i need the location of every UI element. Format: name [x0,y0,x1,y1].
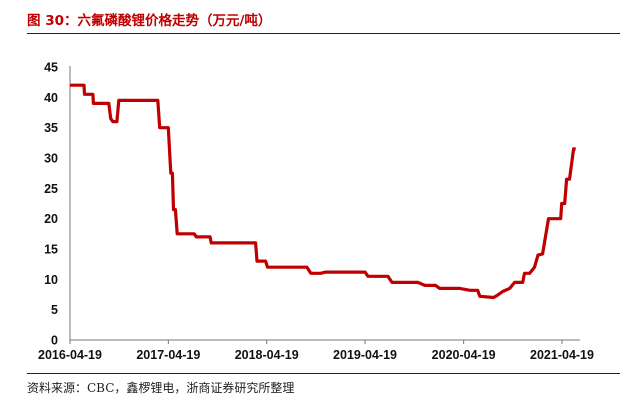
y-tick-label: 30 [44,152,58,166]
x-tick-label: 2016-04-19 [38,348,102,362]
price-series-line [70,83,576,300]
y-tick-label: 45 [44,61,58,75]
bottom-rule [27,373,620,374]
source-note: 资料来源：CBC，鑫椤锂电，浙商证券研究所整理 [27,381,295,395]
x-tick-label: 2018-04-19 [235,348,299,362]
y-tick-label: 35 [44,121,58,135]
top-rule [27,33,620,34]
y-tick-label: 5 [51,303,58,317]
y-tick-label: 10 [44,273,58,287]
y-tick-label: 0 [51,334,58,348]
y-tick-label: 15 [44,243,58,257]
x-tick-label: 2017-04-19 [136,348,200,362]
y-tick-label: 40 [44,91,58,105]
figure-title: 图 30：六氟磷酸锂价格走势（万元/吨） [27,13,272,29]
x-tick-label: 2020-04-19 [432,348,496,362]
y-tick-label: 20 [44,212,58,226]
x-tick-label: 2021-04-19 [530,348,594,362]
y-tick-label: 25 [44,182,58,196]
x-tick-label: 2019-04-19 [333,348,397,362]
